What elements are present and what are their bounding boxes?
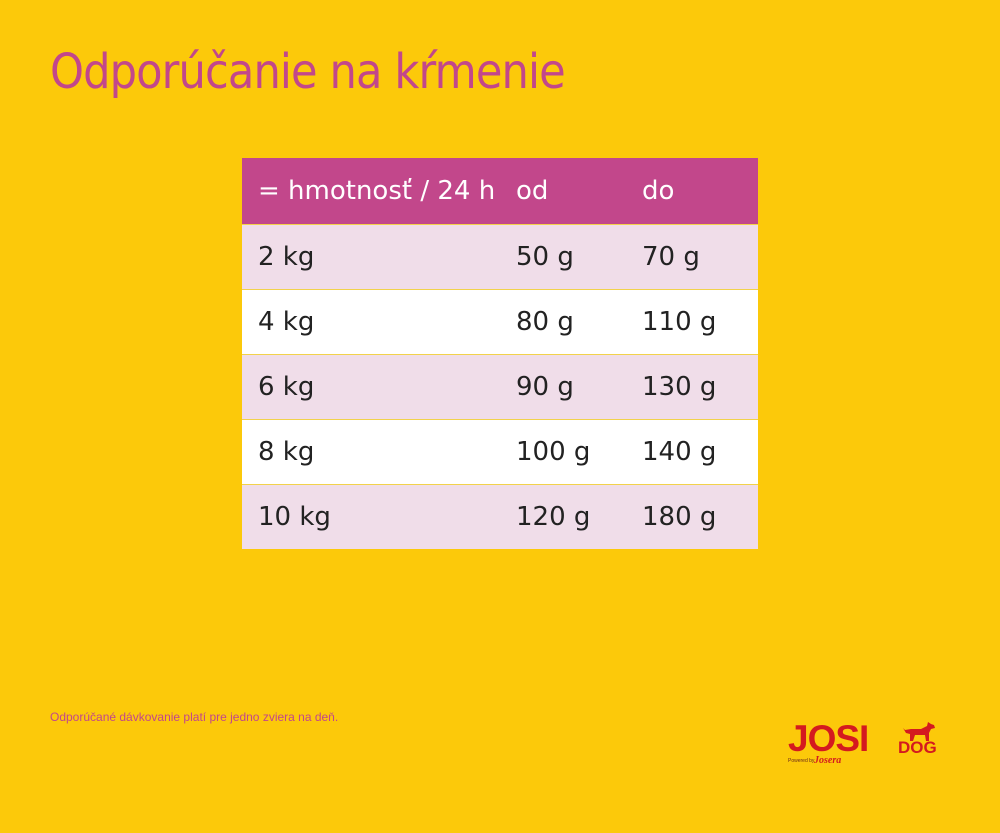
dog-icon bbox=[901, 720, 937, 742]
feeding-table: = hmotnosť / 24 h od do 2 kg 50 g 70 g 4… bbox=[242, 158, 758, 550]
cell-weight: 4 kg bbox=[258, 307, 315, 337]
logo-dog-text: DOG bbox=[898, 738, 937, 757]
cell-to: 130 g bbox=[642, 372, 717, 402]
cell-to: 180 g bbox=[642, 502, 717, 532]
table-header-row: = hmotnosť / 24 h od do bbox=[242, 158, 758, 224]
cell-from: 120 g bbox=[516, 502, 591, 532]
table-row: 10 kg 120 g 180 g bbox=[242, 484, 758, 549]
cell-from: 50 g bbox=[516, 242, 574, 272]
logo-josera-text: Josera bbox=[814, 755, 842, 766]
cell-from: 80 g bbox=[516, 307, 574, 337]
dosage-note: Odporúčané dávkovanie platí pre jedno zv… bbox=[50, 710, 339, 724]
cell-to: 140 g bbox=[642, 437, 717, 467]
cell-to: 110 g bbox=[642, 307, 717, 337]
cell-weight: 6 kg bbox=[258, 372, 315, 402]
cell-to: 70 g bbox=[642, 242, 700, 272]
logo-powered-text: Powered by bbox=[788, 758, 815, 764]
header-weight: = hmotnosť / 24 h bbox=[258, 176, 496, 206]
header-from: od bbox=[516, 176, 549, 206]
page-title: Odporúčanie na kŕmenie bbox=[50, 44, 566, 100]
table-row: 2 kg 50 g 70 g bbox=[242, 224, 758, 289]
cell-weight: 8 kg bbox=[258, 437, 315, 467]
logo-josi-text: JOSI bbox=[788, 718, 869, 759]
cell-from: 90 g bbox=[516, 372, 574, 402]
table-row: 4 kg 80 g 110 g bbox=[242, 289, 758, 354]
cell-weight: 10 kg bbox=[258, 502, 331, 532]
josidog-logo: JOSI DOG Powered by Josera bbox=[788, 718, 948, 773]
cell-from: 100 g bbox=[516, 437, 591, 467]
table-row: 6 kg 90 g 130 g bbox=[242, 354, 758, 419]
header-to: do bbox=[642, 176, 675, 206]
cell-weight: 2 kg bbox=[258, 242, 315, 272]
table-row: 8 kg 100 g 140 g bbox=[242, 419, 758, 484]
